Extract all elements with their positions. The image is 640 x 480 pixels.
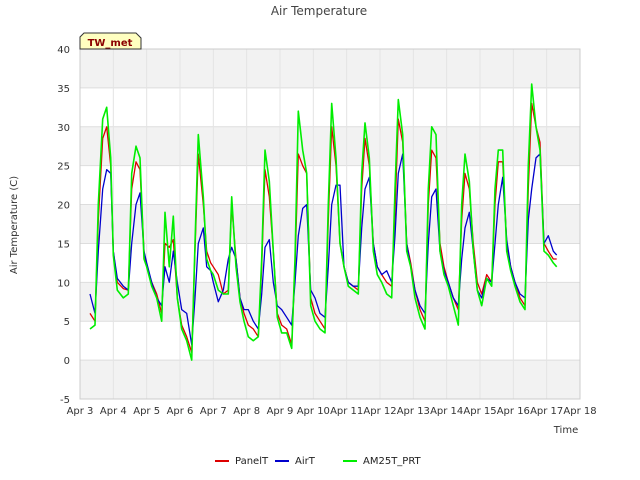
legend-label-am25t-prt: AM25T_PRT xyxy=(363,456,422,467)
x-tick-label: Apr 3 xyxy=(67,406,94,417)
x-tick-label: Apr 9 xyxy=(267,406,294,417)
station-label-box: TW_met xyxy=(79,32,142,50)
x-tick-label: Apr 5 xyxy=(133,406,160,417)
y-axis-title: Air Temperature (C) xyxy=(9,176,20,274)
y-tick-label: 5 xyxy=(64,317,70,328)
x-tick-label: Apr 7 xyxy=(200,406,227,417)
y-tick-label: 20 xyxy=(57,201,70,212)
legend-label-panelt: PanelT xyxy=(235,456,269,467)
series-line-am25t-prt xyxy=(89,83,558,361)
x-tick-label: Apr 10 xyxy=(297,406,330,417)
y-tick-label: -5 xyxy=(60,395,70,406)
y-tick-label: 0 xyxy=(64,356,70,367)
x-tick-label: Apr 18 xyxy=(563,406,596,417)
x-tick-label: Apr 11 xyxy=(330,406,363,417)
x-tick-label: Apr 17 xyxy=(530,406,563,417)
y-tick-label: 15 xyxy=(57,239,70,250)
station-label: TW_met xyxy=(88,38,133,49)
plot-band xyxy=(80,360,580,399)
x-axis-title: Time xyxy=(553,425,578,436)
x-tick-label: Apr 15 xyxy=(463,406,496,417)
y-tick-labels: -5 0 5 10 15 20 25 30 35 40 xyxy=(57,45,70,406)
x-tick-label: Apr 14 xyxy=(430,406,463,417)
legend-label-airt: AirT xyxy=(295,456,316,467)
x-tick-label: Apr 8 xyxy=(233,406,260,417)
y-tick-label: 10 xyxy=(57,278,70,289)
x-tick-label: Apr 16 xyxy=(497,406,530,417)
y-tick-label: 25 xyxy=(57,162,70,173)
x-tick-label: Apr 4 xyxy=(100,406,127,417)
plot-band xyxy=(80,49,580,88)
x-tick-label: Apr 6 xyxy=(167,406,194,417)
chart-title: Air Temperature xyxy=(271,4,367,18)
y-tick-label: 35 xyxy=(57,84,70,95)
y-tick-label: 40 xyxy=(57,45,70,56)
plot-band xyxy=(80,282,580,322)
series-lines xyxy=(89,83,558,361)
y-tick-label: 30 xyxy=(57,123,70,134)
plot-frame xyxy=(79,48,581,400)
legend: PanelT AirT AM25T_PRT xyxy=(215,456,422,467)
x-tick-label: Apr 13 xyxy=(397,406,430,417)
x-tick-label: Apr 12 xyxy=(363,406,396,417)
x-tick-labels: Apr 3 Apr 4 Apr 5 Apr 6 Apr 7 Apr 8 Apr 9 Apr 1… xyxy=(67,406,597,417)
